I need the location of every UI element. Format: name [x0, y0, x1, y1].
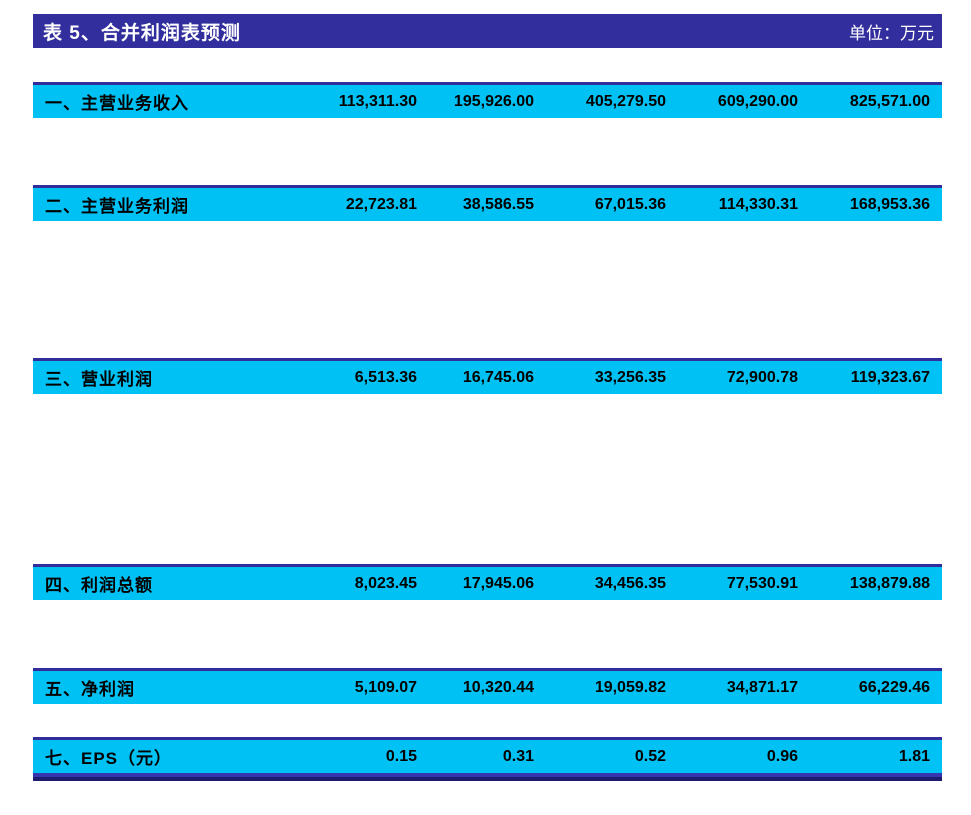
row-value: 119,323.67 — [850, 368, 930, 386]
row-value: 5,109.07 — [354, 678, 417, 696]
row-value: 609,290.00 — [717, 92, 798, 110]
row-value: 114,330.31 — [718, 195, 798, 213]
row-value: 34,456.35 — [594, 574, 666, 592]
table-row-main-profit: 二、主营业务利润 22,723.81 38,586.55 67,015.36 1… — [33, 185, 942, 221]
table-row-main-revenue: 一、主营业务收入 113,311.30 195,926.00 405,279.5… — [33, 82, 942, 118]
row-value: 138,879.88 — [849, 574, 930, 592]
row-value: 66,229.46 — [858, 678, 930, 696]
row-value: 38,586.55 — [462, 195, 534, 213]
row-value: 405,279.50 — [585, 92, 666, 110]
row-value: 33,256.35 — [594, 368, 666, 386]
row-value: 16,745.06 — [462, 368, 534, 386]
table-title: 表 5、合并利润表预测 — [43, 22, 241, 44]
row-label: 二、主营业务利润 — [45, 197, 189, 216]
bottom-border-upper-line — [33, 773, 942, 777]
row-value: 19,059.82 — [594, 678, 666, 696]
row-value: 22,723.81 — [345, 195, 417, 213]
row-label: 三、营业利润 — [45, 370, 153, 389]
row-value: 8,023.45 — [354, 574, 417, 592]
bottom-border-lower-line — [33, 777, 942, 781]
row-label: 一、主营业务收入 — [45, 94, 189, 113]
row-value: 0.31 — [502, 747, 534, 765]
row-value: 0.15 — [385, 747, 417, 765]
unit-label: 单位：万元 — [849, 23, 934, 43]
row-value: 17,945.06 — [462, 574, 534, 592]
row-value: 168,953.36 — [849, 195, 930, 213]
row-value: 72,900.78 — [726, 368, 798, 386]
row-value: 825,571.00 — [849, 92, 930, 110]
table-row-total-profit: 四、利润总额 8,023.45 17,945.06 34,456.35 77,5… — [33, 564, 942, 600]
row-value: 77,530.91 — [726, 574, 798, 592]
row-value: 1.81 — [898, 747, 930, 765]
row-value: 0.96 — [766, 747, 798, 765]
table-row-net-profit: 五、净利润 5,109.07 10,320.44 19,059.82 34,87… — [33, 668, 942, 704]
row-label: 七、EPS（元） — [45, 749, 173, 768]
row-value: 113,311.30 — [338, 92, 417, 110]
table-row-eps: 七、EPS（元） 0.15 0.31 0.52 0.96 1.81 — [33, 737, 942, 773]
row-value: 6,513.36 — [354, 368, 417, 386]
row-label: 四、利润总额 — [45, 576, 153, 595]
row-label: 五、净利润 — [45, 680, 135, 699]
row-value: 34,871.17 — [726, 678, 798, 696]
row-value: 195,926.00 — [453, 92, 534, 110]
row-value: 0.52 — [634, 747, 666, 765]
table-title-bar: 表 5、合并利润表预测 单位：万元 — [33, 14, 942, 48]
table-row-operating-profit: 三、营业利润 6,513.36 16,745.06 33,256.35 72,9… — [33, 358, 942, 394]
table-bottom-border — [33, 773, 942, 781]
row-value: 67,015.36 — [594, 195, 666, 213]
row-value: 10,320.44 — [462, 678, 534, 696]
